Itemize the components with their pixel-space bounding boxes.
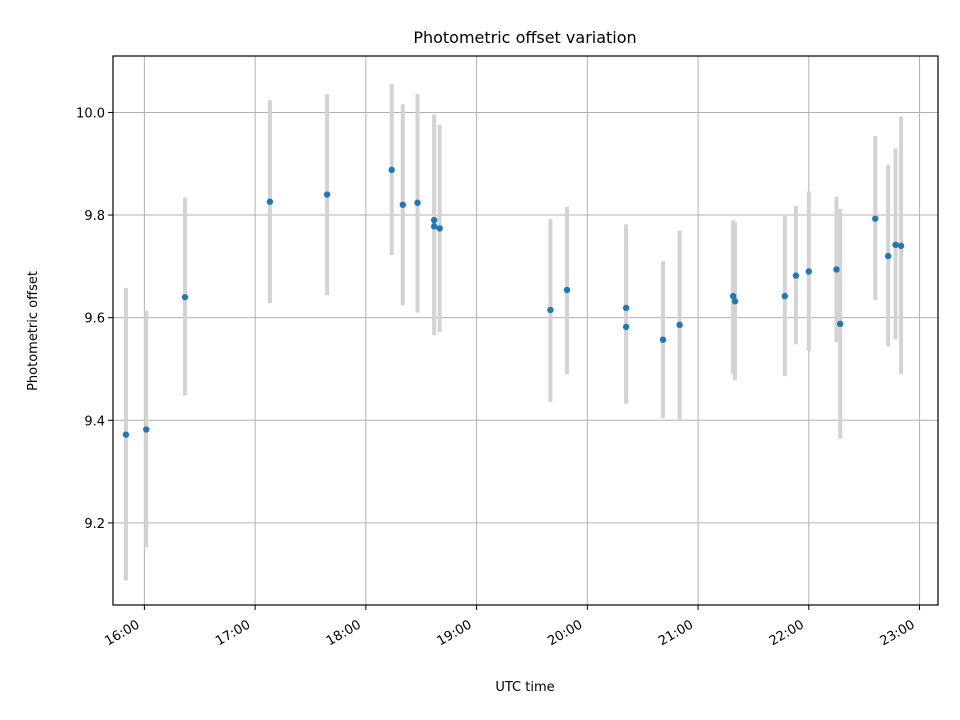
x-tick-label: 17:00 [213, 617, 253, 649]
y-tick-label: 9.8 [84, 209, 105, 224]
axis-ticks: 16:00 17:00 18:00 19:00 20:00 21:00 22:00 23:00… [76, 106, 921, 649]
x-axis-label: UTC time [495, 680, 554, 695]
data-point [884, 252, 892, 260]
y-tick-label: 9.2 [84, 517, 105, 532]
data-point [833, 266, 840, 273]
data-point [622, 323, 630, 331]
x-tick-label: 18:00 [324, 617, 364, 649]
data-point [436, 225, 443, 232]
data-point [781, 292, 789, 300]
data-point [430, 216, 438, 224]
data-point [388, 166, 395, 174]
y-tick-label: 10.0 [76, 106, 105, 121]
data-point [399, 201, 406, 208]
plot-frame [112, 55, 939, 606]
error-bars [123, 83, 904, 581]
data-point [792, 272, 800, 279]
data-point [805, 268, 813, 275]
x-tick-label: 22:00 [767, 617, 807, 649]
data-points [122, 166, 905, 438]
data-point [122, 431, 130, 438]
x-tick-label: 19:00 [435, 617, 475, 649]
data-point [323, 191, 331, 198]
data-point [181, 293, 189, 301]
x-tick-label: 21:00 [656, 617, 696, 649]
data-point [872, 215, 879, 222]
y-tick-label: 9.6 [84, 312, 105, 327]
data-point [563, 286, 571, 294]
x-tick-label: 23:00 [878, 617, 918, 649]
data-point [892, 241, 899, 249]
data-point [547, 306, 554, 314]
data-point [430, 223, 438, 230]
data-point [897, 242, 905, 250]
y-tick-label: 9.4 [84, 414, 105, 429]
data-point [729, 292, 737, 300]
data-point [676, 321, 683, 329]
data-point [266, 198, 274, 205]
grid-lines [113, 56, 938, 605]
x-tick-label: 16:00 [102, 617, 142, 649]
data-point [731, 298, 739, 305]
x-tick-label: 20:00 [545, 617, 585, 649]
chart-title: Photometric offset variation [413, 28, 636, 47]
y-axis-label: Photometric offset [26, 271, 41, 391]
data-point [836, 320, 844, 328]
data-point [143, 426, 150, 433]
data-point [622, 304, 630, 312]
data-point [414, 199, 421, 206]
data-point [659, 336, 667, 343]
